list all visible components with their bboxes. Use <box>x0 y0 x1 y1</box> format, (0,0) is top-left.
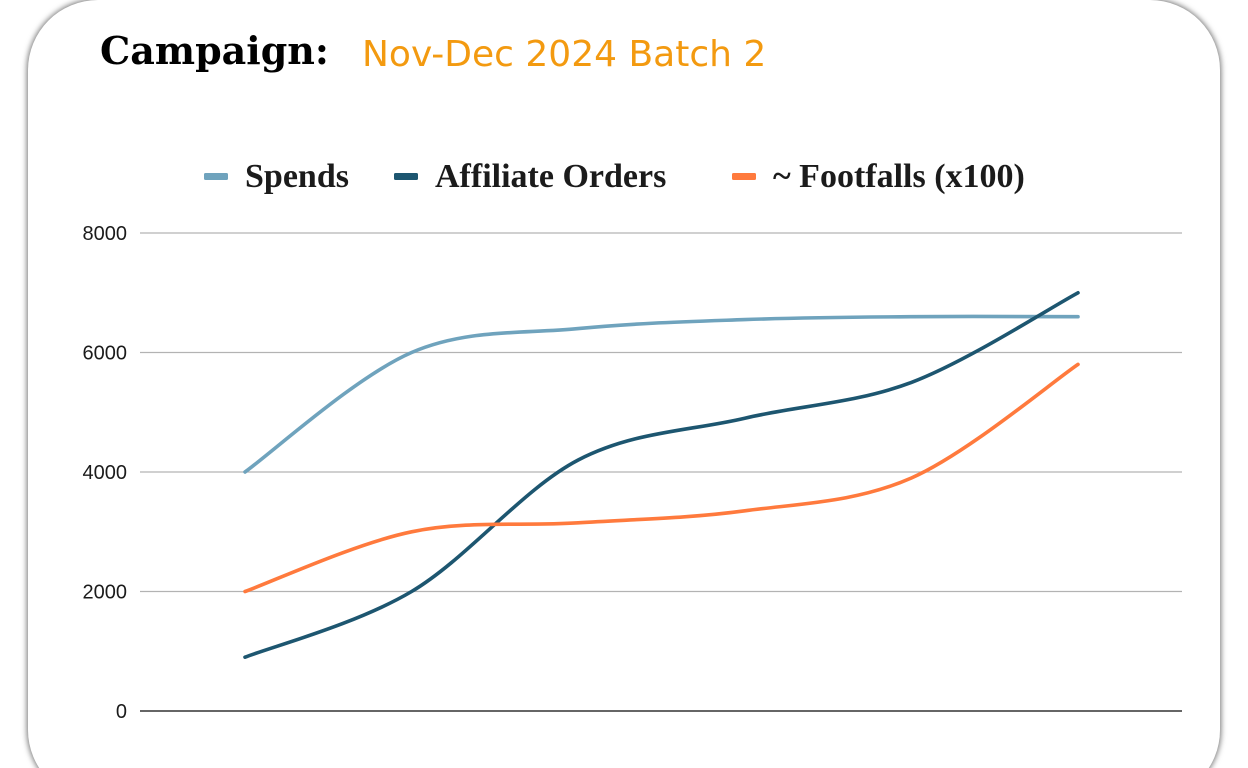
y-axis-ticks: 0 2000 4000 6000 8000 <box>83 223 128 723</box>
legend-label: Affiliate Orders <box>435 158 666 195</box>
gridlines <box>140 232 1182 712</box>
y-tick-label: 8000 <box>83 223 128 245</box>
legend-item-footfalls: ~ Footfalls (x100) <box>732 158 1025 195</box>
legend-item-spends: Spends <box>204 158 349 195</box>
campaign-name: Nov-Dec 2024 Batch 2 <box>362 34 767 75</box>
y-tick-label: 6000 <box>83 343 128 365</box>
legend-item-affiliate-orders: Affiliate Orders <box>394 158 666 195</box>
series-line-spends <box>243 314 1080 474</box>
series-lines <box>243 291 1080 659</box>
series-line-affiliate-orders <box>243 291 1080 659</box>
legend-label: ~ Footfalls (x100) <box>773 158 1025 195</box>
y-tick-label: 4000 <box>83 462 128 484</box>
chart-card <box>28 0 1220 768</box>
series-line-footfalls <box>243 362 1080 594</box>
campaign-label: Campaign: <box>100 28 329 73</box>
legend: Spends Affiliate Orders ~ Footfalls (x100) <box>204 158 1025 195</box>
legend-swatch <box>732 173 756 180</box>
legend-swatch <box>394 173 418 180</box>
y-tick-label: 2000 <box>83 582 128 604</box>
y-tick-label: 0 <box>116 701 127 723</box>
legend-swatch <box>204 173 228 180</box>
legend-label: Spends <box>245 158 349 195</box>
